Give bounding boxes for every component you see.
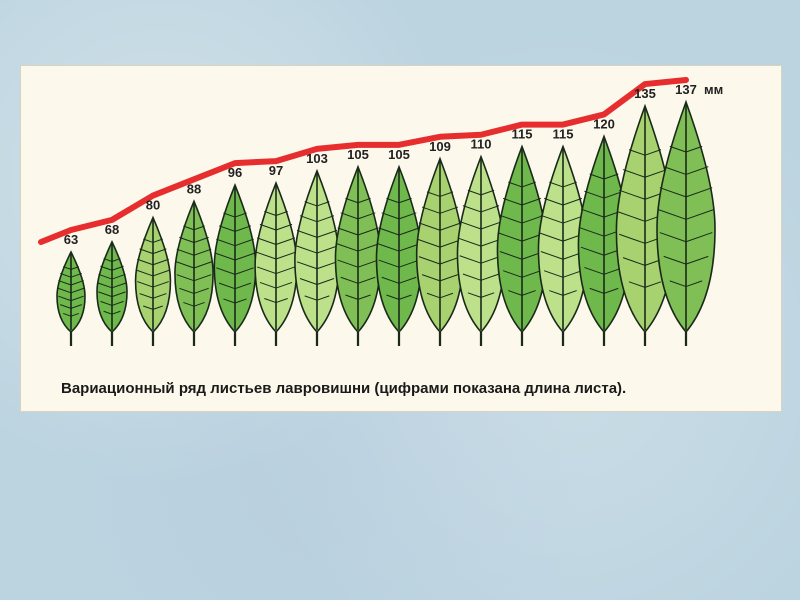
- leaf-value-label: 110: [471, 137, 492, 152]
- leaf: [57, 252, 85, 346]
- leaf: [335, 167, 380, 346]
- figure-panel: 63 68 80 88 96 97 103 105 105 109 110 115 115 120 135 1…: [20, 65, 782, 412]
- leaf-value-label: 68: [105, 222, 119, 237]
- leaf: [214, 185, 255, 346]
- leaf-value-label: 105: [388, 147, 410, 162]
- leaf-value-label: 115: [512, 127, 533, 142]
- leaf-value-label: 135: [634, 86, 656, 101]
- leaf: [376, 167, 421, 346]
- leaf: [136, 218, 171, 346]
- variation-chart: 63 68 80 88 96 97 103 105 105 109 110 115 115 120 135 1…: [21, 66, 781, 366]
- leaf-value-label: 80: [146, 198, 160, 213]
- leaf-value-label: 105: [347, 147, 369, 162]
- leaf-value-label: 137: [675, 82, 697, 97]
- leaf-value-label: 115: [553, 127, 574, 142]
- leaf-value-label: 88: [187, 181, 201, 196]
- leaf: [657, 102, 715, 346]
- leaf-value-label: 97: [269, 163, 283, 178]
- figure-caption: Вариационный ряд листьев лавровишни (циф…: [61, 380, 771, 397]
- leaf: [295, 171, 339, 346]
- leaf: [97, 242, 127, 346]
- leaf-value-label: 103: [306, 151, 328, 166]
- leaf-value-label: 109: [429, 139, 451, 154]
- leaf-value-label: 63: [64, 232, 78, 247]
- leaf: [417, 159, 464, 346]
- leaf-value-label: 96: [228, 165, 242, 180]
- leaf: [175, 201, 213, 346]
- leaf-value-label: 120: [593, 116, 615, 131]
- unit-label: мм: [704, 82, 723, 97]
- leaf: [255, 183, 297, 346]
